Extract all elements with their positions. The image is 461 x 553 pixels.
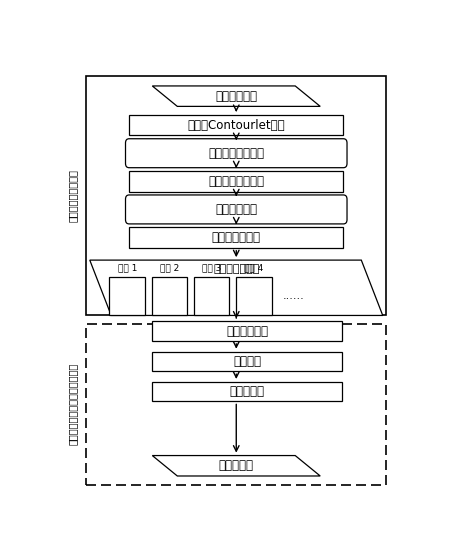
Text: 独立成分分析: 独立成分分析 <box>226 325 268 338</box>
Text: 局部纹理能量统计: 局部纹理能量统计 <box>208 175 264 188</box>
FancyBboxPatch shape <box>194 277 230 315</box>
Text: 纹理 2: 纹理 2 <box>160 288 178 297</box>
Text: 尺度 2: 尺度 2 <box>160 263 179 272</box>
Bar <box>86 324 386 484</box>
Text: 初始纹理排序: 初始纹理排序 <box>215 203 257 216</box>
Text: 建筑区指数: 建筑区指数 <box>219 460 254 472</box>
Text: 输入高分影像: 输入高分影像 <box>215 90 257 103</box>
Text: 尺度 4: 尺度 4 <box>244 263 263 272</box>
FancyBboxPatch shape <box>109 277 145 315</box>
Text: 纹理 1: 纹理 1 <box>118 278 136 288</box>
Text: 建筑区纹理特征: 建筑区纹理特征 <box>212 231 261 244</box>
Text: ....: .... <box>122 307 133 316</box>
Text: ....: .... <box>207 307 217 316</box>
Text: 建筑区纹理特征表达: 建筑区纹理特征表达 <box>68 169 77 222</box>
Text: 建筑区纹理特征: 建筑区纹理特征 <box>213 264 260 274</box>
Text: ......: ...... <box>283 291 304 301</box>
FancyBboxPatch shape <box>152 352 342 371</box>
FancyBboxPatch shape <box>129 115 343 135</box>
Text: ....: .... <box>248 307 259 316</box>
Text: 多尺度多方向子带: 多尺度多方向子带 <box>208 147 264 160</box>
FancyBboxPatch shape <box>152 277 187 315</box>
Text: 纹理 3: 纹理 3 <box>203 298 221 306</box>
Polygon shape <box>152 86 320 106</box>
Text: 基于纹理的建筑区指数计算模型: 基于纹理的建筑区指数计算模型 <box>68 363 77 445</box>
Polygon shape <box>152 456 320 476</box>
Text: 纹理 2: 纹理 2 <box>203 288 220 297</box>
FancyBboxPatch shape <box>129 227 343 248</box>
Text: 互信息计算: 互信息计算 <box>230 385 265 398</box>
Text: 纹理 3: 纹理 3 <box>118 298 136 306</box>
Text: 纹理 2: 纹理 2 <box>118 288 136 297</box>
Bar <box>86 76 386 315</box>
FancyBboxPatch shape <box>152 321 342 341</box>
FancyBboxPatch shape <box>152 382 342 401</box>
Text: 纹理 2: 纹理 2 <box>245 288 263 297</box>
Text: 纹理 1: 纹理 1 <box>245 278 263 288</box>
FancyBboxPatch shape <box>125 195 347 224</box>
FancyBboxPatch shape <box>125 139 347 168</box>
Text: 纹理 3: 纹理 3 <box>160 298 178 306</box>
FancyBboxPatch shape <box>129 171 343 191</box>
Text: 纹理 1: 纹理 1 <box>203 278 220 288</box>
Text: 重采样Contourlet变换: 重采样Contourlet变换 <box>188 119 285 132</box>
Text: ....: .... <box>164 307 175 316</box>
Text: 纹理 1: 纹理 1 <box>160 278 178 288</box>
Text: 概率估计: 概率估计 <box>233 355 261 368</box>
Text: 纹理 3: 纹理 3 <box>245 298 263 306</box>
Text: 尺度 1: 尺度 1 <box>118 263 137 272</box>
Text: 尺度 3: 尺度 3 <box>202 263 221 272</box>
Polygon shape <box>90 260 383 315</box>
FancyBboxPatch shape <box>236 277 272 315</box>
